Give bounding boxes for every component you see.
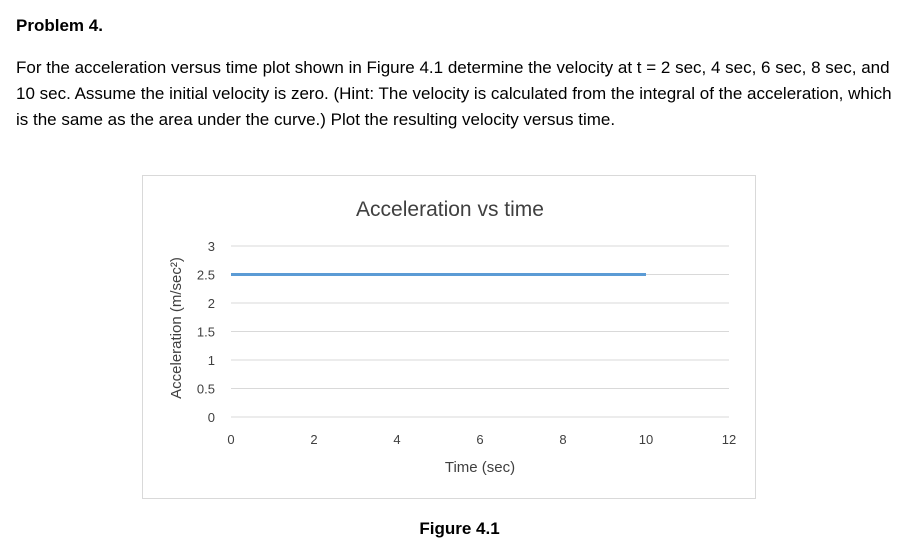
- x-axis-ticks: 0 2 4 6 8 10 12: [227, 432, 736, 447]
- y-tick-label: 2.5: [197, 268, 215, 283]
- x-tick-label: 8: [559, 432, 566, 447]
- y-tick-label: 1: [208, 353, 215, 368]
- x-axis-label: Time (sec): [445, 459, 515, 476]
- y-axis-label: Acceleration (m/sec²): [168, 257, 185, 399]
- figure-caption: Figure 4.1: [419, 519, 500, 538]
- x-tick-label: 10: [639, 432, 653, 447]
- x-tick-label: 6: [476, 432, 483, 447]
- chart-grid: [231, 245, 729, 418]
- figure-chart: Acceleration vs time 0 0.5 1 1.5 2 2.5 3 0 2 4 6 8…: [142, 175, 756, 499]
- problem-text: For the acceleration versus time plot sh…: [16, 58, 892, 129]
- x-tick-label: 4: [393, 432, 400, 447]
- x-tick-label: 12: [722, 432, 736, 447]
- x-tick-label: 2: [310, 432, 317, 447]
- acceleration-chart: Acceleration vs time 0 0.5 1 1.5 2 2.5 3 0 2 4 6 8…: [168, 198, 736, 476]
- problem-heading: Problem 4.: [16, 16, 103, 35]
- chart-title: Acceleration vs time: [356, 198, 544, 221]
- y-tick-label: 0.5: [197, 382, 215, 397]
- y-axis-ticks: 0 0.5 1 1.5 2 2.5 3: [197, 239, 215, 425]
- y-tick-label: 1.5: [197, 325, 215, 340]
- x-tick-label: 0: [227, 432, 234, 447]
- y-tick-label: 2: [208, 296, 215, 311]
- y-tick-label: 0: [208, 410, 215, 425]
- y-tick-label: 3: [208, 239, 215, 254]
